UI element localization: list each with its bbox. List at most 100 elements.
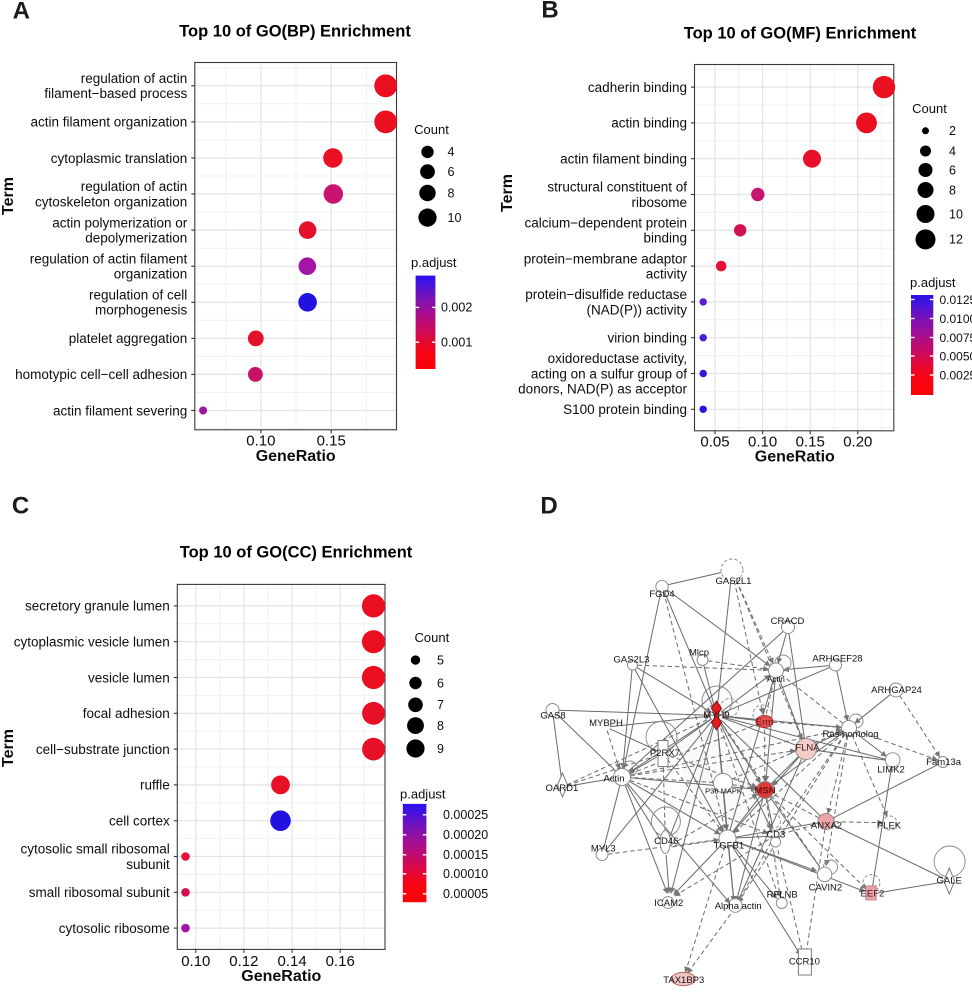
svg-text:protein−membrane adaptor: protein−membrane adaptor: [524, 251, 688, 266]
svg-text:Fam13a: Fam13a: [926, 757, 962, 768]
svg-text:RFLNB: RFLNB: [767, 890, 798, 901]
svg-text:p.adjust: p.adjust: [411, 255, 457, 270]
svg-text:MYBPH: MYBPH: [589, 718, 623, 729]
svg-text:Mlcp: Mlcp: [689, 648, 709, 659]
svg-text:MYH9: MYH9: [703, 710, 729, 721]
svg-text:4: 4: [949, 144, 956, 158]
svg-text:FLNA: FLNA: [795, 743, 820, 754]
svg-text:0.20: 0.20: [843, 434, 872, 451]
svg-text:5: 5: [437, 653, 444, 667]
svg-text:Term: Term: [499, 174, 516, 212]
svg-text:C: C: [12, 492, 29, 519]
svg-text:Actin: Actin: [603, 774, 624, 785]
svg-text:8: 8: [448, 186, 455, 200]
svg-text:cytosolic small ribosomal: cytosolic small ribosomal: [21, 842, 170, 857]
svg-text:12: 12: [949, 233, 963, 247]
svg-text:TGFB1: TGFB1: [713, 841, 744, 852]
svg-text:Term: Term: [0, 177, 17, 215]
svg-text:0.00020: 0.00020: [443, 828, 488, 842]
svg-text:GeneRatio: GeneRatio: [755, 449, 835, 466]
svg-text:ANXA2: ANXA2: [811, 821, 842, 832]
svg-text:0.00010: 0.00010: [443, 867, 488, 881]
svg-text:P2RX7: P2RX7: [650, 748, 680, 759]
svg-text:ribosome: ribosome: [631, 195, 687, 210]
svg-text:9: 9: [437, 742, 444, 756]
svg-text:8: 8: [437, 719, 444, 733]
svg-text:actin binding: actin binding: [611, 116, 687, 131]
svg-text:platelet aggregation: platelet aggregation: [69, 331, 188, 346]
svg-text:OARD1: OARD1: [546, 783, 579, 794]
svg-text:activity: activity: [646, 267, 688, 282]
svg-text:small ribosomal subunit: small ribosomal subunit: [29, 885, 170, 900]
svg-text:0.0075: 0.0075: [940, 331, 972, 345]
svg-text:Actin: Actin: [767, 675, 785, 684]
svg-text:0.00005: 0.00005: [443, 887, 488, 901]
svg-text:cadherin binding: cadherin binding: [588, 80, 687, 95]
svg-text:cell cortex: cell cortex: [109, 814, 170, 829]
svg-text:CRACD: CRACD: [771, 616, 805, 627]
svg-text:0.10: 0.10: [246, 433, 275, 450]
svg-text:Term: Term: [0, 729, 17, 767]
svg-text:morphogenesis: morphogenesis: [95, 303, 188, 318]
svg-text:0.16: 0.16: [326, 953, 355, 970]
svg-text:GALE: GALE: [937, 876, 962, 887]
svg-text:cytoskeleton organization: cytoskeleton organization: [35, 194, 187, 209]
svg-text:ICAM2: ICAM2: [654, 898, 683, 909]
svg-text:regulation of cell: regulation of cell: [89, 288, 187, 303]
svg-text:homotypic cell−cell adhesion: homotypic cell−cell adhesion: [15, 367, 187, 382]
svg-text:donors, NAD(P) as acceptor: donors, NAD(P) as acceptor: [518, 382, 687, 397]
svg-text:GeneRatio: GeneRatio: [256, 448, 336, 465]
svg-text:0.00025: 0.00025: [443, 808, 488, 822]
svg-text:PLEK: PLEK: [877, 821, 902, 832]
svg-text:8: 8: [949, 183, 956, 197]
svg-text:TAX1BP3: TAX1BP3: [663, 975, 704, 986]
svg-text:actin filament severing: actin filament severing: [53, 403, 187, 418]
svg-text:10: 10: [448, 211, 462, 225]
svg-text:Ras homolog: Ras homolog: [823, 729, 879, 740]
svg-text:FGD4: FGD4: [649, 589, 674, 600]
svg-text:vesicle lumen: vesicle lumen: [88, 670, 170, 685]
svg-text:acting on a sulfur group of: acting on a sulfur group of: [531, 366, 687, 381]
svg-text:actin filament organization: actin filament organization: [30, 115, 187, 130]
svg-text:B: B: [541, 0, 558, 23]
svg-text:6: 6: [949, 163, 956, 177]
svg-text:7: 7: [437, 698, 444, 712]
svg-text:10: 10: [949, 207, 963, 221]
svg-text:structural constituent of: structural constituent of: [547, 180, 687, 195]
svg-text:CD3: CD3: [766, 830, 785, 841]
svg-text:GAS2L1: GAS2L1: [716, 576, 752, 587]
svg-text:0.0025: 0.0025: [940, 368, 972, 382]
svg-text:LIMK2: LIMK2: [877, 765, 904, 776]
svg-text:binding: binding: [643, 231, 687, 246]
svg-text:oxidoreductase activity,: oxidoreductase activity,: [548, 351, 687, 366]
svg-text:ARHGEF28: ARHGEF28: [812, 654, 862, 665]
svg-text:P38 MAPK: P38 MAPK: [705, 787, 742, 796]
svg-text:ARHGAP24: ARHGAP24: [871, 685, 922, 696]
svg-text:cytosolic ribosome: cytosolic ribosome: [59, 921, 170, 936]
svg-text:0.0125: 0.0125: [940, 293, 972, 307]
svg-text:CAVIN2: CAVIN2: [809, 883, 843, 894]
svg-text:MSN: MSN: [754, 786, 775, 797]
svg-text:D: D: [540, 492, 557, 519]
svg-text:organization: organization: [114, 267, 188, 282]
svg-text:secretory granule lumen: secretory granule lumen: [25, 599, 170, 614]
svg-text:actin filament binding: actin filament binding: [560, 152, 687, 167]
svg-text:virion binding: virion binding: [607, 331, 687, 346]
svg-text:p.adjust: p.adjust: [910, 275, 956, 290]
svg-text:0.00015: 0.00015: [443, 848, 488, 862]
svg-text:GeneRatio: GeneRatio: [241, 968, 321, 985]
svg-text:6: 6: [437, 676, 444, 690]
svg-text:calcium−dependent protein: calcium−dependent protein: [525, 216, 688, 231]
svg-text:Alpha actin: Alpha actin: [715, 901, 762, 912]
svg-text:6: 6: [448, 165, 455, 179]
svg-text:Top 10 of GO(CC) Enrichment: Top 10 of GO(CC) Enrichment: [180, 544, 413, 562]
svg-text:GAS2L3: GAS2L3: [614, 655, 650, 666]
svg-text:filament−based process: filament−based process: [44, 86, 187, 101]
svg-text:Count: Count: [415, 630, 450, 645]
svg-text:ruffle: ruffle: [140, 778, 170, 793]
svg-text:4: 4: [448, 145, 455, 159]
svg-text:EEF2: EEF2: [861, 889, 885, 900]
svg-text:Count: Count: [912, 101, 947, 116]
